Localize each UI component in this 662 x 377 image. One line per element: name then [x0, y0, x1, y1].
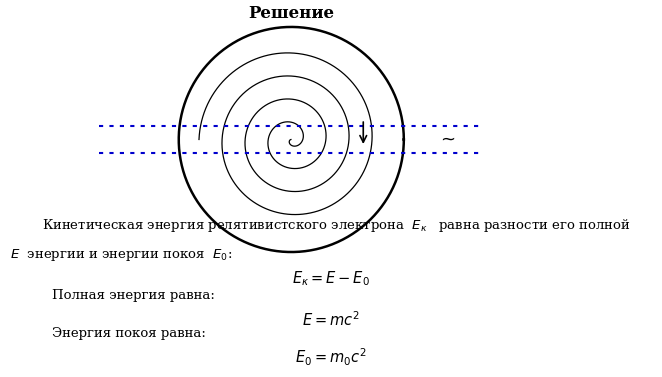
Text: Решение: Решение [248, 6, 334, 23]
Text: $E = mc^2$: $E = mc^2$ [302, 310, 360, 329]
Text: Кинетическая энергия релятивистского электрона  $E_{\kappa}$   равна разности ег: Кинетическая энергия релятивистского эле… [42, 218, 630, 234]
Text: Энергия покоя равна:: Энергия покоя равна: [52, 327, 206, 340]
Text: $E_0 = m_0c^2$: $E_0 = m_0c^2$ [295, 347, 367, 368]
Text: Полная энергия равна:: Полная энергия равна: [52, 289, 215, 302]
Text: $E_{\kappa} = E - E_0$: $E_{\kappa} = E - E_0$ [292, 269, 370, 288]
Text: $E$  энергии и энергии покоя  $E_0$:: $E$ энергии и энергии покоя $E_0$: [10, 247, 232, 263]
Text: ~: ~ [440, 130, 455, 149]
